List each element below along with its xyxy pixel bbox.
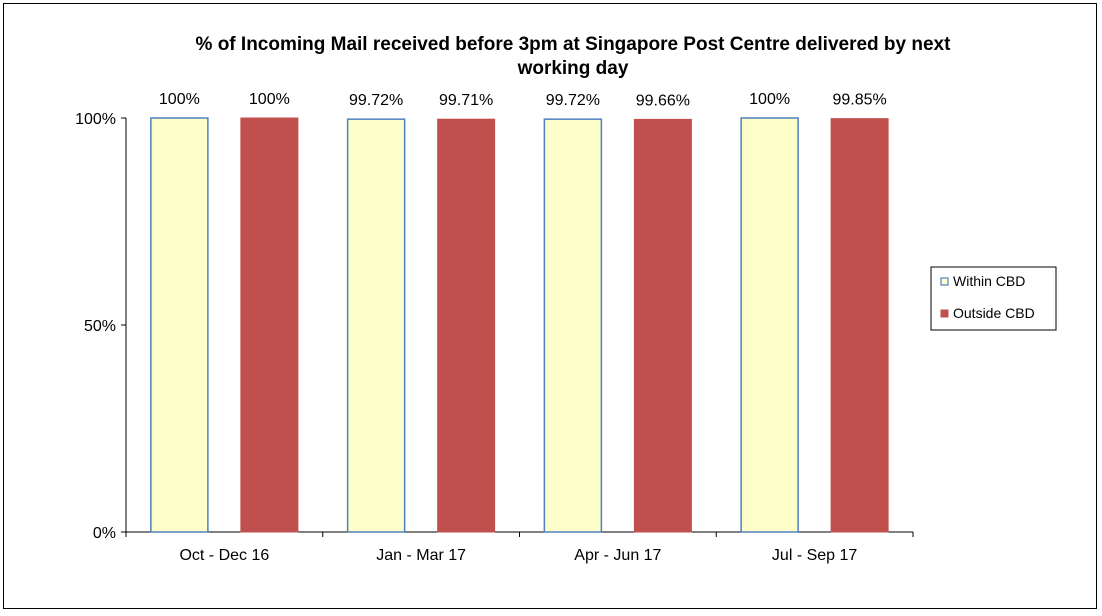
x-tick-label: Jul - Sep 17 [772,547,857,564]
legend-swatch-within-cbd [940,277,949,286]
chart-title-line-2: working day [517,58,629,79]
legend-swatch-outside-cbd [940,309,949,318]
legend-box [930,266,1057,331]
y-tick-label: 50% [84,318,116,335]
bar-within-cbd [346,118,406,533]
legend: Within CBD Outside CBD [930,266,1057,331]
x-tick-label: Apr - Jun 17 [574,547,661,564]
chart-frame: % of Incoming Mail received before 3pm a… [3,3,1097,609]
bar-chart: % of Incoming Mail received before 3pm a… [75,34,1057,564]
data-label: 99.71% [439,92,493,109]
bar-within-cbd [543,118,603,533]
data-label: 100% [159,91,200,108]
bar-outside-cbd [240,117,299,533]
x-axis: Oct - Dec 16 Jan - Mar 17 Apr - Jun 17 Jul … [125,531,914,564]
x-tick-label: Oct - Dec 16 [179,547,269,564]
data-label: 99.72% [546,92,600,109]
data-label: 100% [749,91,790,108]
chart-title-line-1: % of Incoming Mail received before 3pm a… [196,34,952,55]
data-label: 99.66% [636,92,690,109]
legend-label-outside-cbd: Outside CBD [953,305,1035,321]
legend-label-within-cbd: Within CBD [953,273,1025,289]
bar-outside-cbd [437,118,496,533]
bar-within-cbd [150,117,209,533]
bar-outside-cbd [633,118,692,533]
y-tick-label: 100% [75,111,116,128]
data-labels-group: 100% 100% 99.72% 99.71% 99.72% 99.66% 100% 99.8… [159,91,887,109]
data-label: 99.85% [832,92,886,109]
data-label: 100% [249,91,290,108]
bar-outside-cbd [830,118,889,533]
x-tick-label: Jan - Mar 17 [376,547,466,564]
data-label: 99.72% [349,92,403,109]
bar-within-cbd [740,117,799,533]
y-axis: 0% 50% 100% [75,111,127,542]
bar-series-group [150,117,889,533]
y-tick-label: 0% [93,525,116,542]
